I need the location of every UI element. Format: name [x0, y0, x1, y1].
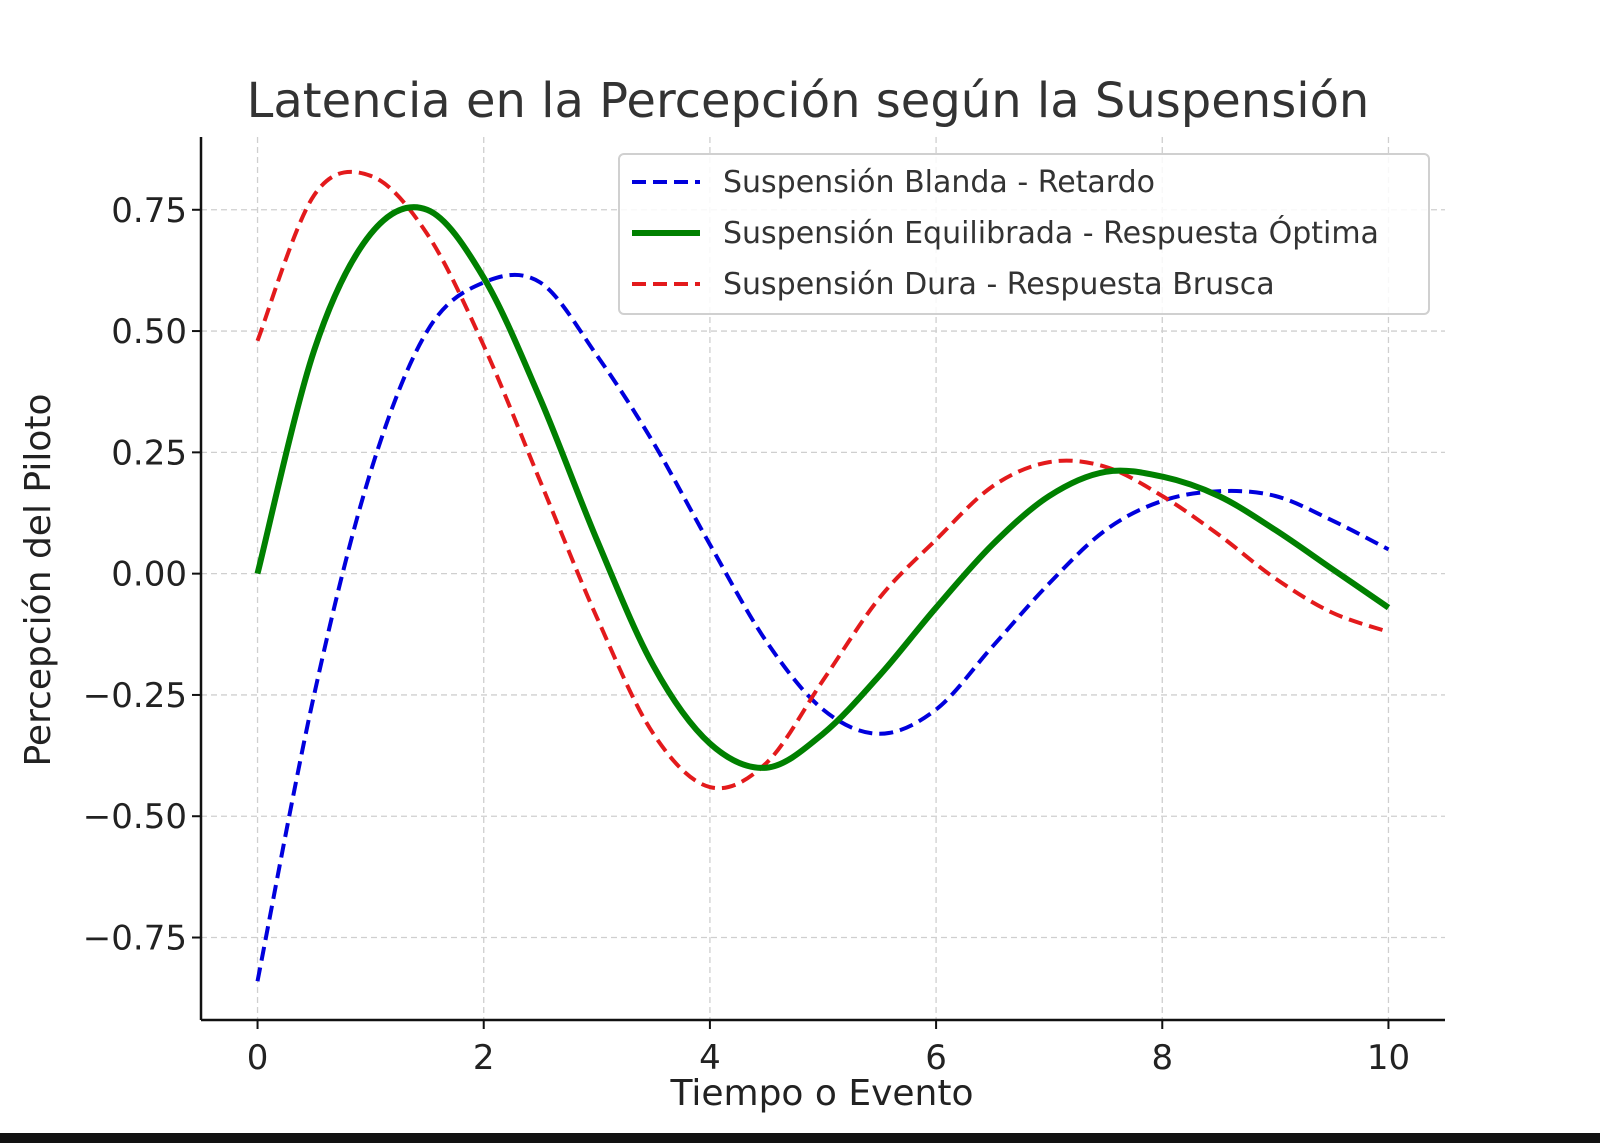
- y-tick-label: 0.25: [111, 433, 187, 473]
- x-tick-label: 6: [925, 1038, 947, 1078]
- legend-label: Suspensión Dura - Respuesta Brusca: [723, 267, 1275, 302]
- x-tick-label: 10: [1367, 1038, 1410, 1078]
- x-tick-label: 2: [473, 1038, 495, 1078]
- series-line-2: [254, 204, 1391, 771]
- y-tick-label: −0.50: [83, 797, 187, 837]
- y-tick-label: 0.00: [111, 555, 187, 595]
- tick-labels: 0 2 4 6 8 10 −0.75 −0.50 −0.25 0.00 0.25 0.50 0.75: [83, 191, 1410, 1078]
- y-axis-label: Percepción del Piloto: [18, 394, 59, 767]
- legend-label: Suspensión Blanda - Retardo: [723, 165, 1155, 200]
- y-tick-label: 0.50: [111, 312, 187, 352]
- legend-label: Suspensión Equilibrada - Respuesta Óptim…: [723, 214, 1379, 251]
- legend-box: [618, 153, 1430, 315]
- x-tick-label: 0: [247, 1038, 269, 1078]
- series-line-1: [255, 272, 1390, 982]
- x-axis-label: Tiempo o Evento: [669, 1073, 973, 1114]
- legend: Suspensión Blanda - Retardo Suspensión Eq…: [618, 153, 1430, 315]
- y-tick-label: −0.25: [83, 676, 187, 716]
- chart-title: Latencia en la Percepción según la Suspe…: [247, 73, 1370, 129]
- y-tick-label: 0.75: [111, 191, 187, 231]
- x-tick-label: 4: [699, 1038, 721, 1078]
- series-line-3: [255, 169, 1390, 791]
- bottom-bar: [0, 1133, 1600, 1143]
- series-lines: [254, 169, 1391, 982]
- x-tick-label: 8: [1151, 1038, 1173, 1078]
- y-tick-label: −0.75: [83, 919, 187, 959]
- axes: [199, 137, 1445, 1022]
